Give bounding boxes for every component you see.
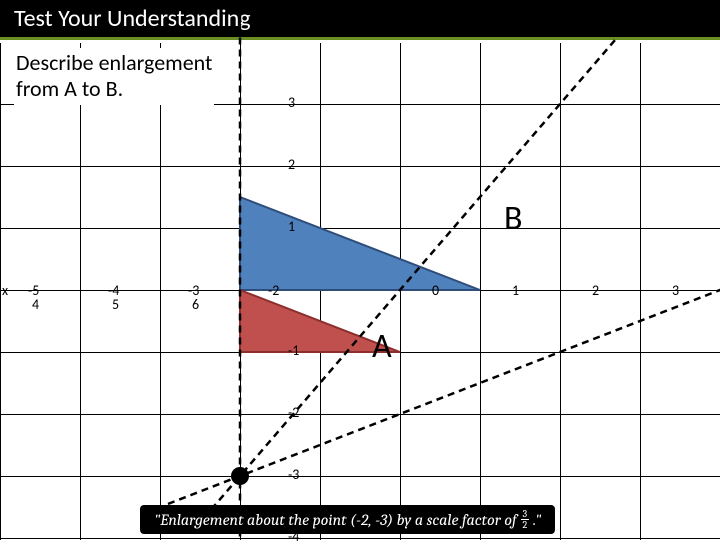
x-axis-marker: x	[2, 282, 8, 299]
grid-line-horizontal	[0, 538, 720, 539]
answer-fraction: 3 2	[521, 509, 530, 530]
y-tick-label: 2	[288, 156, 295, 173]
grid-line-vertical	[480, 43, 481, 540]
grid-line-vertical	[0, 43, 1, 540]
instruction-line-2: from A to B.	[16, 76, 212, 102]
x-tick-sublabel: 6	[192, 296, 199, 313]
answer-suffix: ."	[533, 511, 541, 529]
grid-line-horizontal	[0, 352, 720, 353]
grid-line-vertical	[240, 43, 241, 540]
y-tick-label: -3	[288, 466, 299, 483]
x-tick-label: 1	[512, 282, 519, 299]
title-bar: Test Your Understanding	[0, 0, 720, 40]
x-tick-sublabel: 5	[112, 296, 119, 313]
triangle-a-label: A	[372, 326, 392, 367]
x-tick-label: 0	[432, 282, 439, 299]
triangle-b-label: B	[504, 198, 523, 239]
fraction-denominator: 2	[521, 520, 530, 530]
y-tick-label: 1	[288, 218, 295, 235]
y-tick-label: -2	[288, 404, 299, 421]
grid-line-vertical	[560, 43, 561, 540]
grid-line-horizontal	[0, 414, 720, 415]
answer-prefix: "Enlargement about the point (-2, -3) by…	[154, 511, 517, 529]
x-tick-sublabel: 4	[32, 296, 39, 313]
grid-line-horizontal	[0, 228, 720, 229]
grid-line-vertical	[160, 43, 161, 540]
grid-line-horizontal	[0, 476, 720, 477]
grid-line-vertical	[320, 43, 321, 540]
x-tick-label: 3	[672, 282, 679, 299]
instruction-box: Describe enlargement from A to B.	[14, 48, 214, 105]
y-tick-label: -4	[288, 528, 299, 545]
grid-line-vertical	[640, 43, 641, 540]
answer-box: "Enlargement about the point (-2, -3) by…	[140, 505, 555, 534]
x-tick-label: 2	[592, 282, 599, 299]
x-tick-label: -2	[268, 282, 279, 299]
y-tick-label: -1	[288, 342, 299, 359]
page-title: Test Your Understanding	[14, 4, 251, 33]
grid-line-vertical	[400, 43, 401, 540]
instruction-line-1: Describe enlargement	[16, 50, 212, 76]
grid-line-vertical	[80, 43, 81, 540]
grid-line-horizontal	[0, 166, 720, 167]
y-tick-label: 3	[288, 94, 295, 111]
